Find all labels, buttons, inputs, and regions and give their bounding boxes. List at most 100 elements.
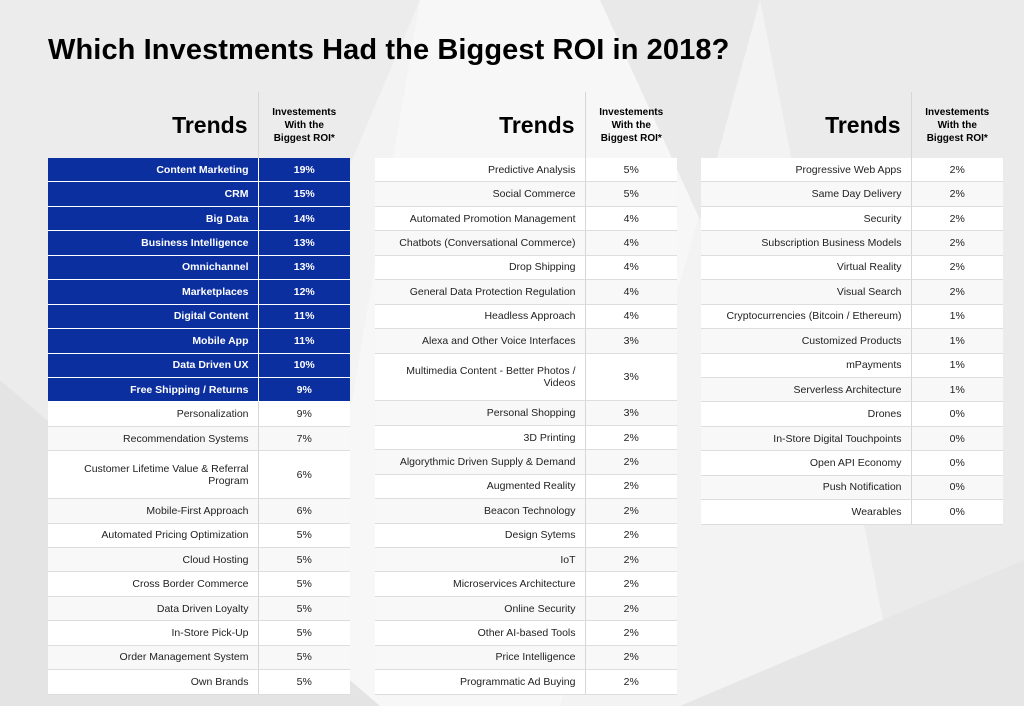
roi-value: 5%: [584, 181, 677, 207]
table-row: Algorythmic Driven Supply & Demand 2%: [375, 449, 677, 475]
roi-value: 3%: [584, 328, 677, 354]
trend-name: Programmatic Ad Buying: [375, 669, 585, 695]
roi-value: 2%: [910, 279, 1003, 305]
roi-header: Investements With the Biggest ROI*: [257, 92, 350, 158]
roi-header-line: Biggest ROI*: [273, 132, 335, 144]
table-row: Cross Border Commerce 5%: [48, 571, 350, 597]
trend-name: Mobile App: [48, 328, 258, 354]
table-row: Content Marketing 19%: [48, 158, 350, 183]
roi-value: 5%: [584, 158, 677, 183]
roi-value: 2%: [584, 474, 677, 500]
trend-name: Big Data: [48, 206, 258, 232]
trend-name: Order Management System: [48, 645, 258, 671]
roi-value: 4%: [584, 279, 677, 305]
trend-name: Recommendation Systems: [48, 426, 258, 452]
roi-value: 4%: [584, 304, 677, 330]
table-row: 3D Printing 2%: [375, 425, 677, 451]
trend-name: Wearables: [701, 499, 911, 525]
trend-name: Beacon Technology: [375, 498, 585, 524]
trend-name: Drones: [701, 401, 911, 427]
table-row: Marketplaces 12%: [48, 279, 350, 305]
trend-name: Microservices Architecture: [375, 571, 585, 597]
roi-value: 6%: [257, 450, 350, 500]
roi-header-line: Investements: [272, 106, 337, 118]
roi-value: 2%: [910, 181, 1003, 207]
trend-name: Omnichannel: [48, 255, 258, 281]
roi-value: 0%: [910, 499, 1003, 525]
trend-name: Same Day Delivery: [701, 181, 911, 207]
roi-value: 1%: [910, 328, 1003, 354]
table-row: Other AI-based Tools 2%: [375, 620, 677, 646]
trends-header: Trends: [825, 111, 901, 138]
roi-header-line: Investements: [925, 106, 990, 118]
roi-value: 2%: [584, 498, 677, 524]
roi-table-1: Trends Investements With the Biggest ROI…: [48, 92, 350, 695]
roi-header-line: Biggest ROI*: [926, 132, 988, 144]
table-row: Cryptocurrencies (Bitcoin / Ethereum) 1%: [701, 304, 1003, 330]
roi-value: 2%: [584, 669, 677, 695]
roi-header-line: With the: [611, 119, 651, 131]
trend-name: 3D Printing: [375, 425, 585, 451]
table-row: Alexa and Other Voice Interfaces 3%: [375, 328, 677, 354]
trend-name: In-Store Pick-Up: [48, 620, 258, 646]
roi-value: 5%: [257, 596, 350, 622]
roi-value: 2%: [584, 571, 677, 597]
roi-value: 2%: [584, 596, 677, 622]
table-row: Headless Approach 4%: [375, 304, 677, 330]
roi-value: 2%: [584, 645, 677, 671]
table-row: Data Driven UX 10%: [48, 353, 350, 378]
roi-table: Trends Investements With the Biggest ROI…: [48, 92, 350, 695]
roi-header-line: With the: [284, 119, 324, 131]
roi-value: 2%: [584, 620, 677, 646]
table-header-row: Trends Investements With the Biggest ROI…: [375, 92, 677, 158]
roi-value: 5%: [257, 547, 350, 573]
trend-name: Free Shipping / Returns: [48, 377, 258, 403]
roi-value: 0%: [910, 401, 1003, 427]
table-row: Wearables 0%: [701, 499, 1003, 525]
roi-value: 2%: [910, 206, 1003, 232]
trends-header: Trends: [499, 111, 575, 138]
table-body: Trends Investements With the Biggest ROI…: [701, 92, 1003, 525]
trend-name: Open API Economy: [701, 450, 911, 476]
table-body: Trends Investements With the Biggest ROI…: [375, 92, 677, 695]
trend-name: Digital Content: [48, 304, 258, 330]
trend-name: Cloud Hosting: [48, 547, 258, 573]
table-row: Push Notification 0%: [701, 475, 1003, 501]
table-row: Virtual Reality 2%: [701, 255, 1003, 281]
table-row: Cloud Hosting 5%: [48, 547, 350, 573]
roi-value: 5%: [257, 669, 350, 695]
trend-name: Cryptocurrencies (Bitcoin / Ethereum): [701, 304, 911, 330]
roi-value: 2%: [584, 547, 677, 573]
table-row: Design Sytems 2%: [375, 523, 677, 549]
table-row: Drop Shipping 4%: [375, 255, 677, 281]
table-row: Microservices Architecture 2%: [375, 571, 677, 597]
roi-value: 13%: [257, 230, 350, 256]
roi-table: Trends Investements With the Biggest ROI…: [375, 92, 677, 695]
table-row: Automated Pricing Optimization 5%: [48, 523, 350, 549]
table-row: Price Intelligence 2%: [375, 645, 677, 671]
table-row: Chatbots (Conversational Commerce) 4%: [375, 230, 677, 256]
table-row: Same Day Delivery 2%: [701, 181, 1003, 207]
trend-name: Progressive Web Apps: [701, 158, 911, 183]
table-row: CRM 15%: [48, 181, 350, 207]
trend-name: CRM: [48, 181, 258, 207]
trend-name: Social Commerce: [375, 181, 585, 207]
table-row: Online Security 2%: [375, 596, 677, 622]
trend-name: Price Intelligence: [375, 645, 585, 671]
trend-name: Customer Lifetime Value & Referral Progr…: [48, 450, 258, 500]
table-row: Social Commerce 5%: [375, 181, 677, 207]
table-row: Digital Content 11%: [48, 304, 350, 330]
table-row: In-Store Digital Touchpoints 0%: [701, 426, 1003, 452]
trend-name: Predictive Analysis: [375, 158, 585, 183]
table-row: Big Data 14%: [48, 206, 350, 232]
table-row: Recommendation Systems 7%: [48, 426, 350, 452]
roi-value: 0%: [910, 426, 1003, 452]
trend-name: Alexa and Other Voice Interfaces: [375, 328, 585, 354]
table-row: Multimedia Content - Better Photos / Vid…: [375, 353, 677, 402]
trend-name: Chatbots (Conversational Commerce): [375, 230, 585, 256]
roi-header-line: With the: [937, 119, 977, 131]
roi-value: 2%: [584, 523, 677, 549]
table-row: Data Driven Loyalty 5%: [48, 596, 350, 622]
roi-value: 1%: [910, 377, 1003, 403]
roi-value: 3%: [584, 353, 677, 402]
